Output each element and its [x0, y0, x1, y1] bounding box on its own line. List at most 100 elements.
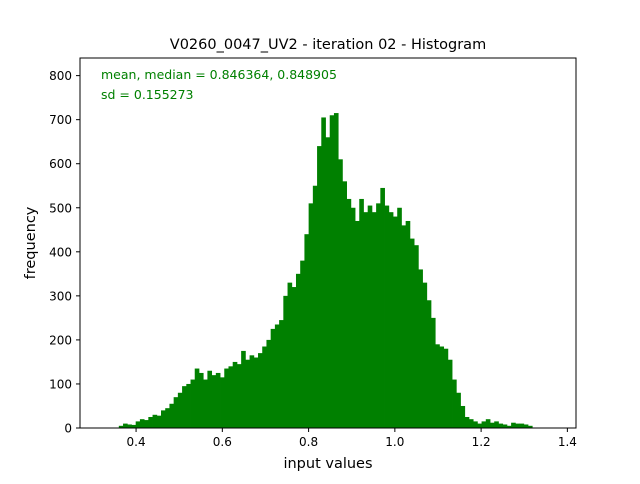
y-tick-label: 100	[49, 377, 72, 391]
histogram-bar	[405, 220, 411, 428]
histogram-bar	[211, 375, 217, 428]
histogram-bar	[380, 187, 385, 428]
histogram-bar	[477, 423, 482, 428]
histogram-bar	[245, 359, 250, 428]
histogram-bar	[186, 383, 191, 428]
histogram-bar	[384, 205, 390, 428]
histogram-bar	[274, 324, 280, 428]
histogram-bar	[190, 379, 196, 428]
histogram-bar	[355, 220, 360, 428]
histogram-bar	[232, 361, 238, 428]
histogram-bar	[169, 403, 175, 428]
histogram-bar	[401, 225, 407, 428]
histogram-bar	[515, 423, 520, 428]
histogram-bar	[161, 410, 166, 428]
y-tick-label: 0	[64, 422, 72, 436]
y-tick-label: 800	[49, 69, 72, 83]
x-tick-label: 0.8	[299, 435, 318, 449]
histogram-bar	[156, 415, 162, 428]
histogram-bar	[182, 386, 187, 428]
y-tick-label: 700	[49, 113, 72, 127]
histogram-bar	[215, 372, 221, 428]
histogram-bar	[460, 405, 466, 428]
histogram-bar	[295, 273, 301, 428]
x-tick-label: 0.6	[213, 435, 232, 449]
histogram-bar	[253, 357, 259, 428]
histogram-bar	[321, 117, 326, 429]
histogram-bar	[249, 355, 255, 428]
histogram-bar	[270, 328, 276, 428]
histogram-bar	[371, 212, 377, 428]
y-axis-label: frequency	[23, 206, 39, 279]
histogram-bar	[346, 198, 352, 428]
histogram-bar	[148, 416, 153, 428]
histogram-bar	[317, 146, 322, 428]
histogram-bar	[350, 207, 356, 428]
histogram-bar	[468, 419, 474, 428]
histogram-bar	[312, 185, 318, 428]
histogram-bar	[481, 421, 487, 428]
histogram-bar	[393, 216, 398, 428]
histogram-bar	[435, 344, 440, 428]
histogram-bar	[506, 425, 512, 428]
histogram-bar	[464, 416, 470, 428]
histogram-bar	[135, 421, 141, 428]
histogram-bar	[262, 346, 267, 428]
y-tick-label: 400	[49, 245, 72, 259]
chart-title: V0260_0047_UV2 - iteration 02 - Histogra…	[170, 37, 486, 53]
histogram-bar	[418, 269, 423, 428]
histogram-bar	[338, 159, 343, 428]
histogram-bar	[523, 424, 529, 428]
y-tick-label: 500	[49, 201, 72, 215]
histogram-bar	[241, 350, 246, 428]
histogram-bar	[304, 234, 310, 428]
histogram-bar	[490, 422, 495, 428]
histogram-bar	[376, 203, 381, 428]
y-axis-ticks: 0 100 200 300 400 500 600 700 800	[49, 69, 80, 436]
histogram-bar	[198, 372, 204, 428]
histogram-bar	[388, 212, 394, 428]
x-tick-label: 0.4	[127, 435, 146, 449]
histogram-bar	[363, 212, 369, 428]
histogram-bar	[439, 346, 445, 428]
histogram-bar	[473, 421, 478, 428]
histogram-bar	[236, 364, 242, 428]
y-tick-label: 600	[49, 157, 72, 171]
histogram-bar	[397, 207, 402, 428]
histogram-bar	[224, 368, 229, 428]
x-axis-label: input values	[283, 456, 372, 472]
histogram-bar	[118, 425, 124, 428]
histogram-bar	[527, 425, 533, 428]
histogram-bar	[127, 424, 132, 428]
x-tick-label: 1.4	[558, 435, 577, 449]
histogram-bar	[485, 419, 491, 428]
histogram-bar	[131, 424, 137, 428]
histogram-bar	[287, 282, 293, 428]
histogram-bar	[422, 282, 428, 428]
histogram-bar	[409, 238, 415, 428]
histogram-bar	[279, 320, 284, 428]
histogram-bar	[194, 368, 200, 428]
histogram-bar	[258, 353, 263, 428]
y-tick-label: 300	[49, 289, 72, 303]
histogram-bar	[498, 423, 504, 428]
histogram-bar	[502, 424, 508, 428]
histogram-bar	[426, 300, 432, 428]
histogram-bar	[443, 348, 449, 428]
histogram-bar	[414, 245, 419, 428]
histogram-bar	[152, 414, 158, 428]
y-tick-label: 200	[49, 333, 72, 347]
histogram-bar	[291, 287, 297, 428]
histogram-bar	[511, 422, 516, 428]
histogram-bar	[329, 115, 335, 428]
histogram-bar	[430, 317, 436, 428]
histogram-bar	[359, 198, 364, 428]
histogram-bar	[283, 295, 288, 428]
stats-sd: sd = 0.155273	[101, 87, 194, 102]
histogram-bar	[220, 377, 225, 428]
histogram-bar	[144, 420, 149, 428]
histogram-bar	[456, 392, 461, 428]
histogram-bar	[308, 203, 314, 428]
